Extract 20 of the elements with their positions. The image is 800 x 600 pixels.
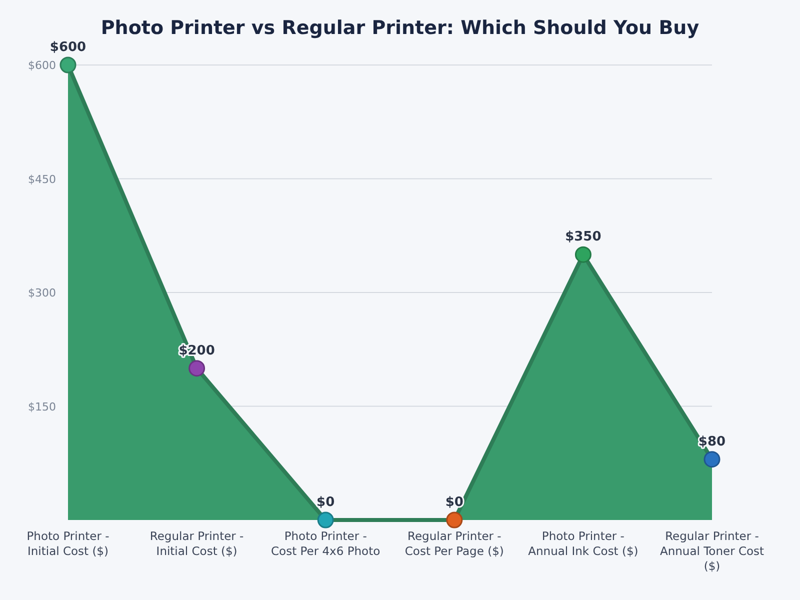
x-tick-label: Regular Printer - Annual Toner Cost ($) <box>660 529 765 573</box>
x-tick-label: Photo Printer - Initial Cost ($) <box>26 529 110 558</box>
point <box>704 451 720 468</box>
point <box>60 56 76 74</box>
data-label: $350 <box>565 230 602 245</box>
y-tick-label: $150 <box>28 400 56 414</box>
data-label: $600 <box>50 40 86 55</box>
data-label: $0 <box>316 495 335 510</box>
point <box>317 512 334 528</box>
y-tick-label: $300 <box>28 286 56 300</box>
chart-title: Photo Printer vs Regular Printer: Which Should You Buy <box>100 17 700 39</box>
x-tick-label: Regular Printer - Cost Per Page ($) <box>404 529 504 558</box>
point <box>446 512 463 528</box>
y-tick-label: $450 <box>28 172 56 186</box>
point <box>188 360 206 377</box>
x-tick-label: Regular Printer - Initial Cost ($) <box>150 529 244 558</box>
x-tick-label: Photo Printer - Annual Ink Cost ($) <box>528 529 638 558</box>
point <box>574 246 592 263</box>
x-tick-label: Photo Printer - Cost Per 4x6 Photo <box>271 529 380 558</box>
y-tick-label: $600 <box>28 59 56 72</box>
